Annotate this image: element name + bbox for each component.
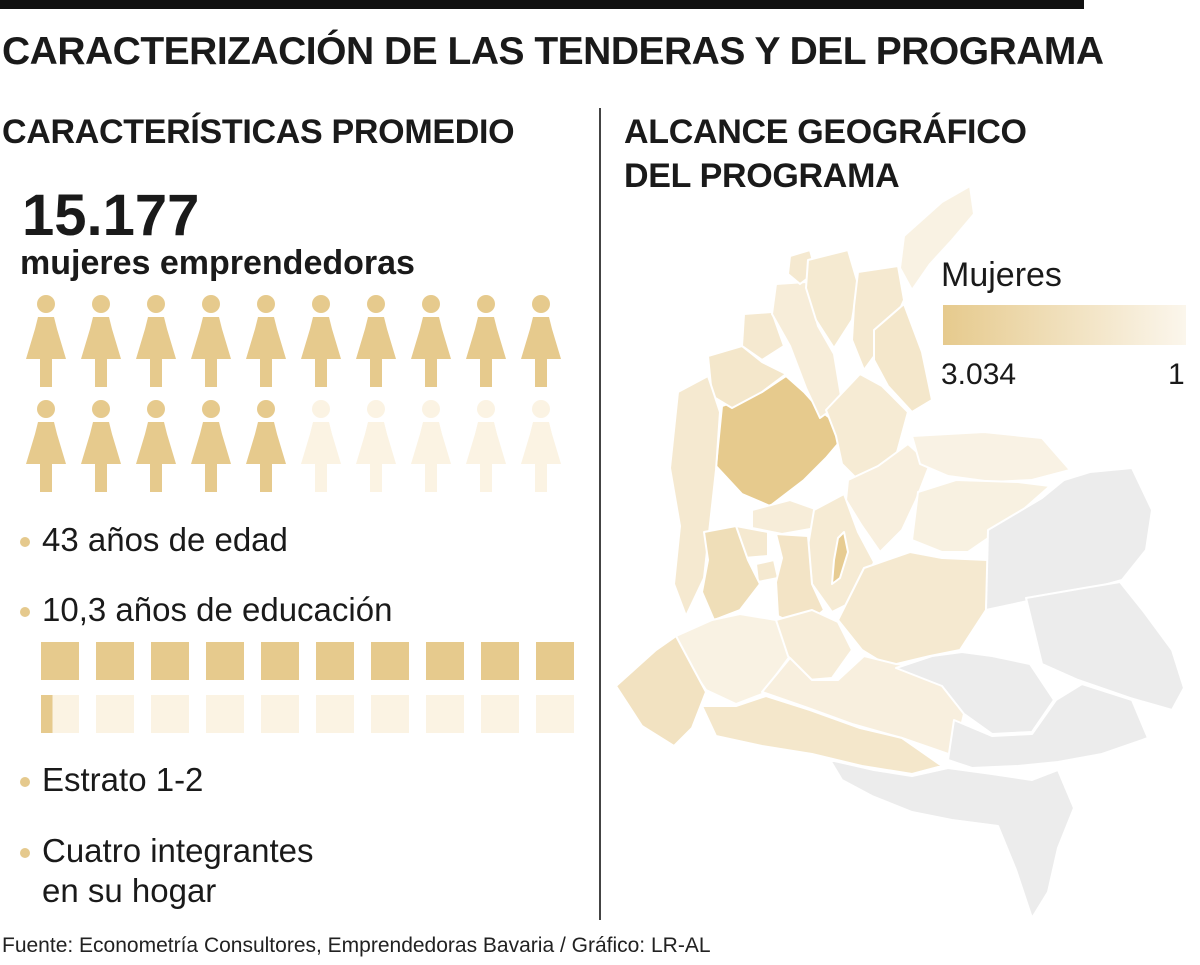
bullet-age: 43 años de edad (20, 520, 288, 560)
map-region-meta (837, 551, 989, 667)
education-year-square (206, 695, 244, 733)
bullet-household-line1: Cuatro integrantes (42, 832, 314, 869)
woman-icon (26, 400, 66, 492)
education-year-square (206, 642, 244, 680)
legend-low-label: 1 (1168, 358, 1185, 391)
woman-icon (301, 400, 341, 492)
map-region-quindio (755, 559, 779, 583)
woman-icon (191, 400, 231, 492)
map-region-guaviare (895, 651, 1055, 735)
education-year-square (426, 695, 464, 733)
education-year-square (261, 695, 299, 733)
map-region-magdalena (805, 249, 859, 349)
bullet-stratum: Estrato 1-2 (20, 760, 203, 800)
education-squares (41, 642, 576, 737)
education-year-square (316, 695, 354, 733)
education-year-square (371, 695, 409, 733)
woman-icon (136, 400, 176, 492)
education-year-square (536, 642, 574, 680)
education-year-square (481, 695, 519, 733)
woman-icon (301, 295, 341, 387)
map-region-amazonas (829, 759, 1075, 919)
map-region-boyaca (845, 443, 931, 553)
section-title-geography-line1: ALCANCE GEOGRÁFICO (624, 113, 1027, 151)
education-year-square (96, 695, 134, 733)
bullet-dot-icon (20, 777, 30, 787)
map-region-putumayo (701, 695, 943, 775)
woman-icon (81, 400, 121, 492)
bullet-education-text: 10,3 años de educación (42, 591, 393, 628)
bullet-household: Cuatro integrantes en su hogar (20, 831, 314, 911)
map-region-arauca (911, 431, 1071, 483)
map-region-bogota (831, 531, 849, 585)
map-region-narino (615, 635, 707, 747)
woman-icon (411, 400, 451, 492)
total-women-label: mujeres emprendedoras (20, 244, 415, 282)
section-title-geography: ALCANCE GEOGRÁFICO DEL PROGRAMA (624, 110, 1044, 198)
legend-high-label: 3.034 (941, 358, 1017, 391)
column-divider (599, 108, 601, 920)
bullet-stratum-text: Estrato 1-2 (42, 761, 204, 798)
map-region-guainia (1025, 581, 1185, 711)
woman-icon (26, 295, 66, 387)
bullet-age-text: 43 años de edad (42, 521, 288, 558)
legend-gradient (943, 305, 1186, 345)
source-note: Fuente: Econometría Consultores, Emprend… (2, 934, 711, 957)
education-year-square (41, 695, 79, 733)
total-women-count: 15.177 (22, 183, 200, 248)
education-year-square (41, 642, 79, 680)
woman-icon (81, 295, 121, 387)
woman-icon (521, 400, 561, 492)
woman-icon (521, 295, 561, 387)
woman-icon (466, 400, 506, 492)
woman-icon (411, 295, 451, 387)
education-year-square (151, 642, 189, 680)
map-region-la-guajira (899, 185, 975, 291)
woman-icon (136, 295, 176, 387)
section-title-geography-line2: DEL PROGRAMA (624, 157, 900, 195)
map-region-vaupes (947, 683, 1149, 769)
map-region-valle-del-cauca (701, 525, 761, 621)
woman-icon (246, 295, 286, 387)
map-region-norte-de-santander (873, 303, 933, 413)
woman-icon (191, 295, 231, 387)
bullet-dot-icon (20, 537, 30, 547)
education-year-square (151, 695, 189, 733)
legend-title: Mujeres (941, 256, 1062, 294)
bullet-dot-icon (20, 848, 30, 858)
education-year-square (371, 642, 409, 680)
education-year-square (426, 642, 464, 680)
top-rule (0, 0, 1084, 9)
bullet-education: 10,3 años de educación (20, 590, 392, 630)
education-year-square (96, 642, 134, 680)
education-year-square (316, 642, 354, 680)
section-title-characteristics: CARACTERÍSTICAS PROMEDIO (2, 113, 515, 151)
bullet-household-line2: en su hogar (42, 872, 217, 909)
bullet-dot-icon (20, 607, 30, 617)
woman-icon (356, 400, 396, 492)
colombia-map (615, 185, 1185, 919)
woman-icon (356, 295, 396, 387)
page-title: CARACTERIZACIÓN DE LAS TENDERAS Y DEL PR… (2, 30, 1104, 73)
education-year-square (536, 695, 574, 733)
education-year-square (481, 642, 519, 680)
woman-icon (246, 400, 286, 492)
education-year-square (261, 642, 299, 680)
map-region-sucre (741, 311, 785, 361)
women-pictogram (25, 295, 575, 495)
map-region-caldas (751, 499, 819, 535)
woman-icon (466, 295, 506, 387)
